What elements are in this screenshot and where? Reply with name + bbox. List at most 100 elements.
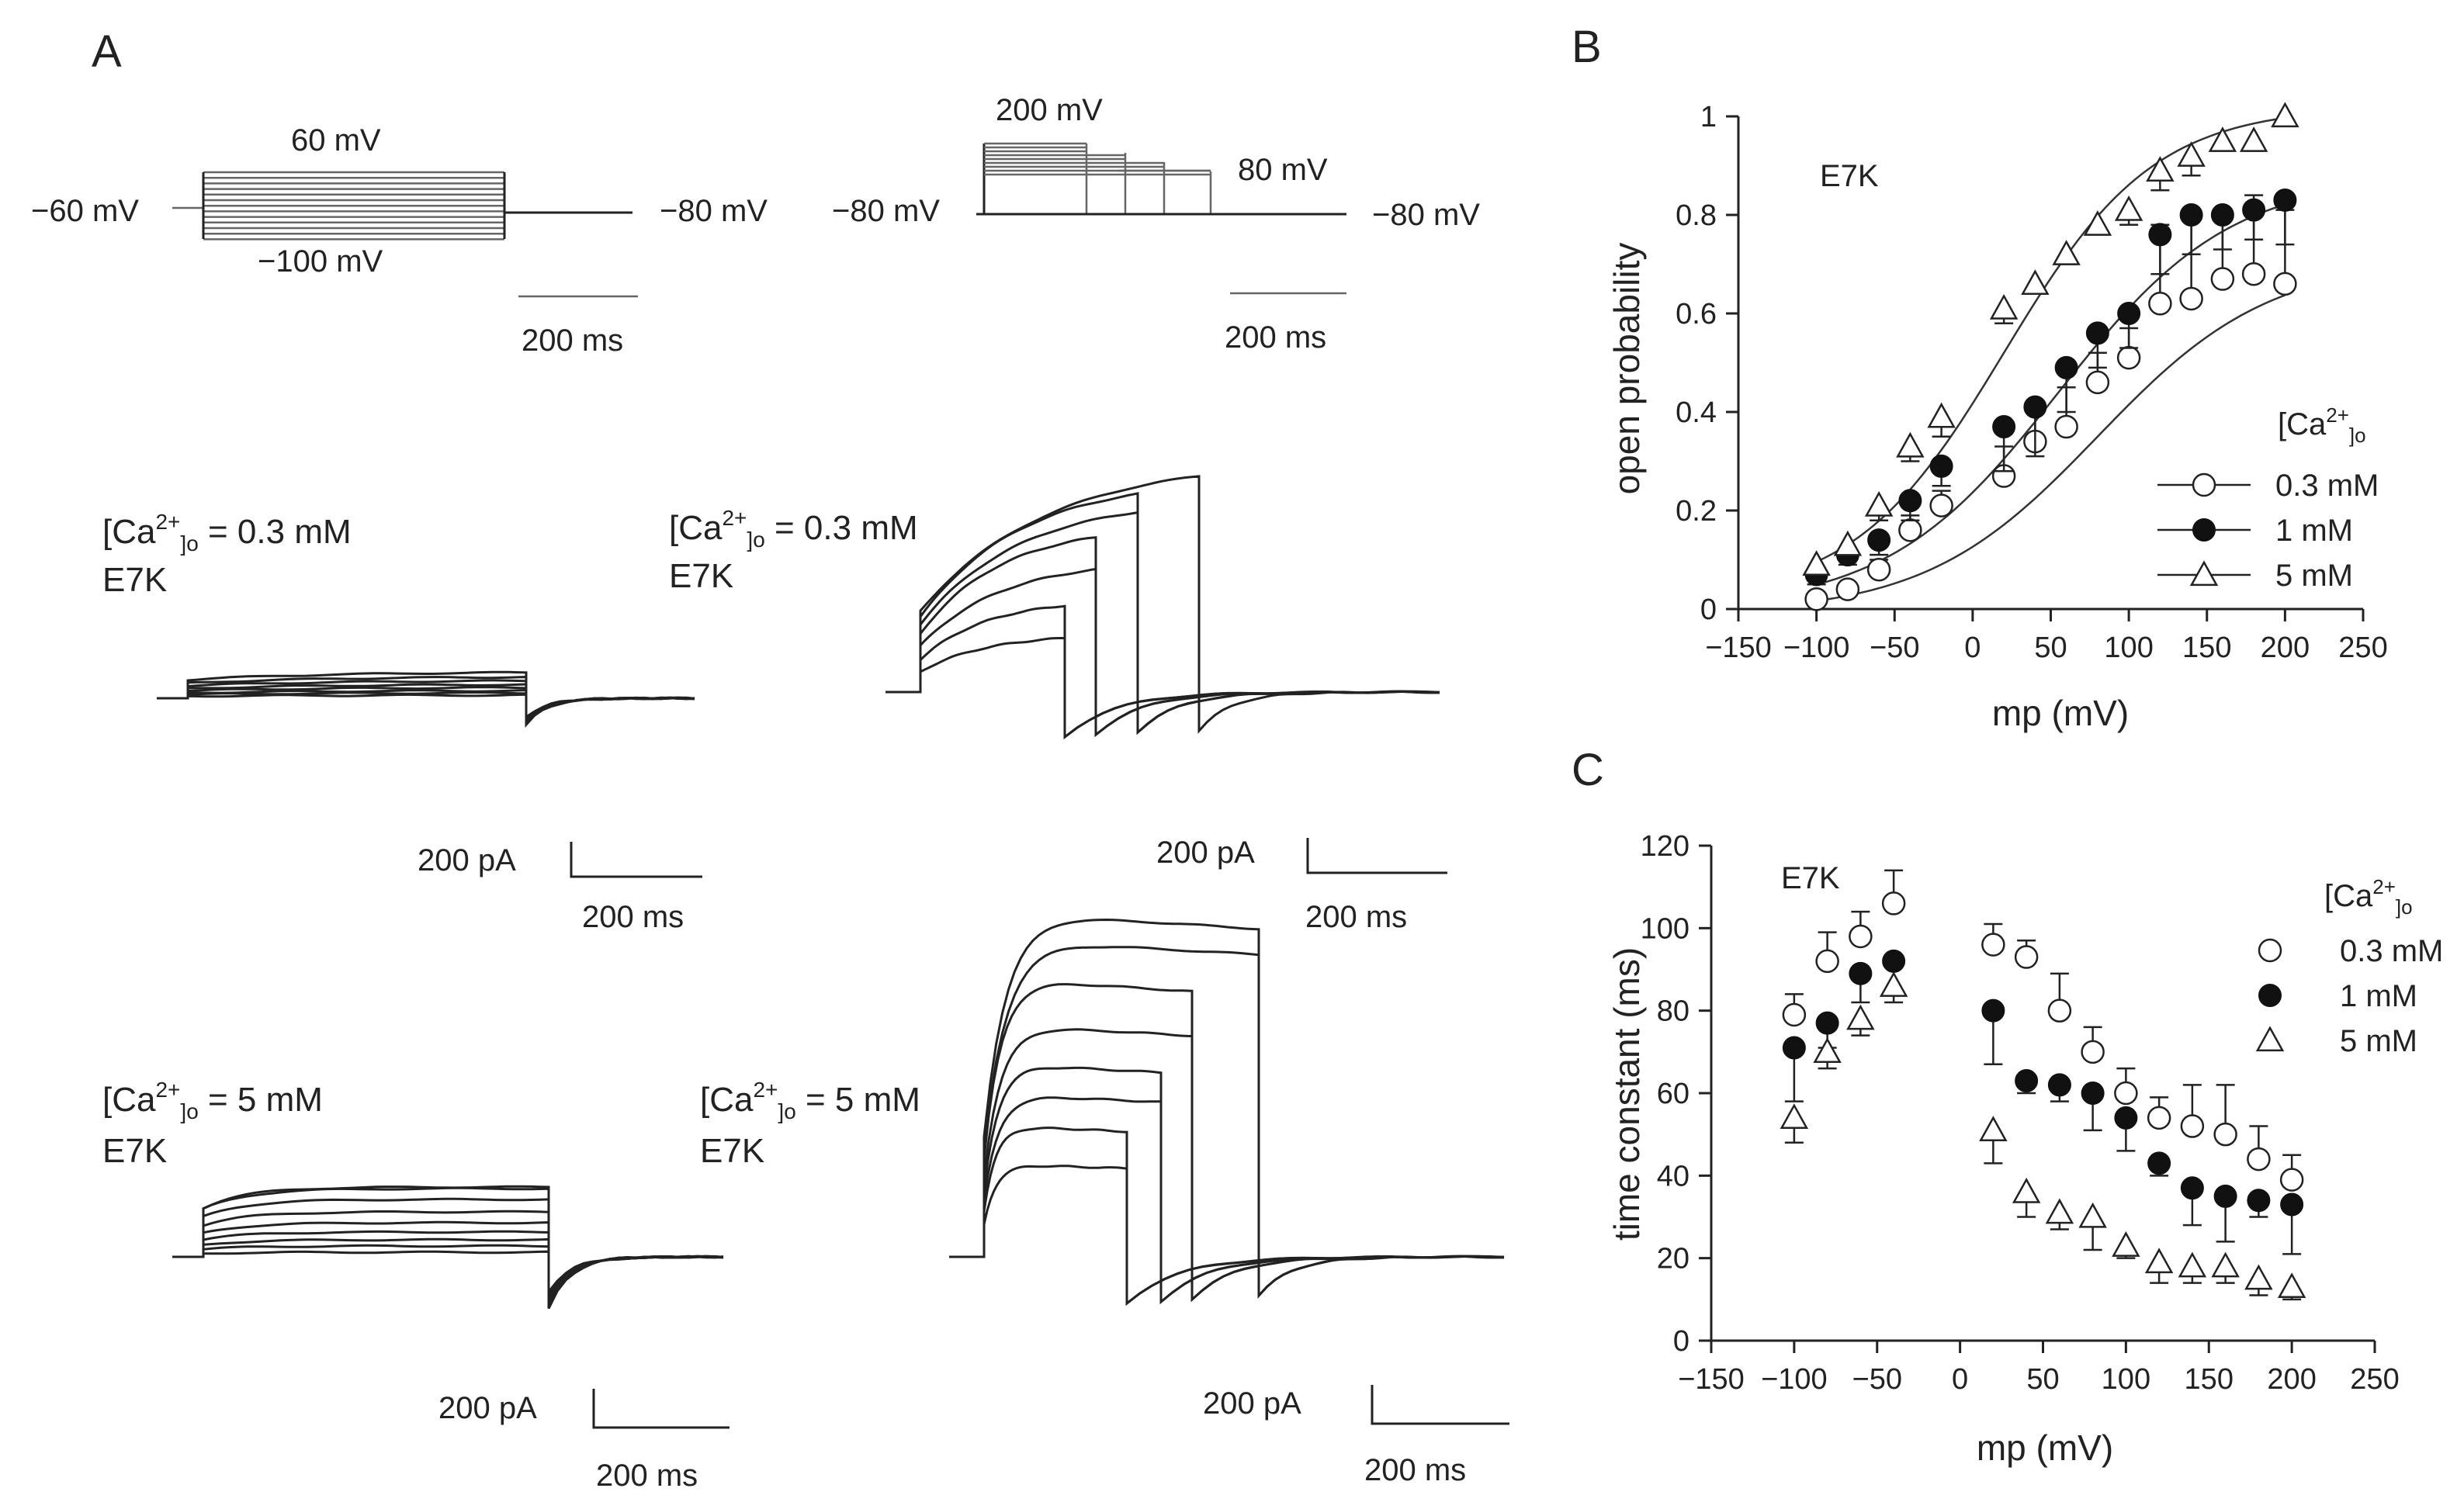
- data-point-open-triangle: [2208, 126, 2237, 152]
- data-point-filled-circle: [1849, 961, 1873, 985]
- y-tick-label: 0.8: [1676, 199, 1717, 232]
- panel-b-label: B: [1572, 22, 1602, 72]
- legend-marker-filled-circle: [2192, 518, 2216, 542]
- data-point-filled-circle: [2114, 1106, 2138, 1130]
- current-sweep: [885, 492, 1440, 735]
- data-point-filled-circle: [1782, 1036, 1806, 1060]
- current-sweep: [949, 1066, 1505, 1305]
- trace-1-scalebar: [570, 842, 702, 878]
- chart-c-time-constant: −150 −100 −50 0 50 100 150 200 250 0 20 40 60 80 100 12…: [1606, 830, 2443, 1468]
- data-point-filled-circle: [2247, 1189, 2271, 1213]
- data-point-open-triangle: [2277, 1272, 2306, 1299]
- data-point-open-circle: [2148, 292, 2172, 316]
- y-tick-label: 20: [1657, 1243, 1689, 1275]
- data-point-open-circle: [2241, 261, 2266, 286]
- protocol-right-steps: [984, 142, 1212, 214]
- trace-1-mutant: E7K: [102, 561, 167, 599]
- trace-2-scale-time: 200 ms: [1305, 900, 1407, 934]
- trace-4-scale-time: 200 ms: [1364, 1453, 1466, 1487]
- data-point-filled-circle: [2210, 203, 2234, 227]
- data-point-open-triangle: [2114, 195, 2143, 221]
- protocol-right-tail-label: −80 mV: [1372, 198, 1480, 232]
- data-point-filled-circle: [1867, 528, 1891, 552]
- voltage-protocol-right: −80 mV 200 mV 80 mV −80 mV 200 ms: [832, 93, 1480, 355]
- protocol-right-hold-label: −80 mV: [832, 194, 940, 228]
- data-point-open-triangle: [2239, 126, 2268, 152]
- chart-b-points: [1802, 102, 2299, 611]
- data-point-open-triangle: [2078, 1202, 2107, 1228]
- y-tick-label: 120: [1641, 830, 1689, 863]
- data-point-open-triangle: [1896, 431, 1925, 458]
- chart-b-title: E7K: [1820, 159, 1879, 193]
- data-point-open-circle: [1881, 891, 1906, 915]
- data-point-open-triangle: [2244, 1264, 2273, 1290]
- y-tick-label: 80: [1657, 995, 1689, 1028]
- data-point-open-triangle: [2271, 102, 2299, 128]
- chart-b-open-probability: −150 −100 −50 0 50 100 150 200 250 0 0.2 0.4 0.6 0.8 1…: [1606, 101, 2388, 733]
- data-point-open-triangle: [1879, 971, 1908, 997]
- data-point-open-triangle: [2112, 1231, 2140, 1257]
- data-point-open-circle: [1849, 924, 1873, 949]
- data-point-filled-circle: [2242, 198, 2266, 222]
- x-tick-label: −50: [1852, 1363, 1902, 1396]
- data-point-open-circle: [1866, 557, 1891, 582]
- x-tick-label: −100: [1783, 632, 1850, 664]
- current-trace-block-1: [Ca2+]o = 0.3 mM E7K 200 pA 200 ms: [102, 510, 702, 934]
- data-point-filled-circle: [2023, 395, 2047, 419]
- legend-marker-filled-circle: [2258, 984, 2282, 1007]
- legend-label: 5 mM: [2275, 559, 2353, 593]
- x-tick-label: 0: [1952, 1363, 1968, 1396]
- fit-curve: [1816, 203, 2286, 586]
- current-sweep: [172, 1186, 724, 1310]
- data-point-open-triangle: [1813, 1037, 1842, 1063]
- trace-4-scalebar: [1371, 1385, 1509, 1425]
- data-point-filled-circle: [2054, 355, 2078, 379]
- data-point-filled-circle: [1898, 489, 1922, 513]
- x-tick-label: −150: [1705, 632, 1772, 664]
- data-point-open-triangle: [2052, 240, 2081, 265]
- trace-3-title: [Ca2+]o = 5 mM: [102, 1078, 323, 1123]
- trace-2-sweeps: [885, 475, 1440, 740]
- trace-1-sweeps: [157, 670, 695, 728]
- y-tick-label: 60: [1657, 1078, 1689, 1110]
- current-sweep: [949, 1127, 1505, 1307]
- data-point-filled-circle: [1929, 454, 1953, 478]
- current-trace-block-4: [Ca2+]o = 5 mM E7K 200 pA 200 ms: [700, 918, 1509, 1487]
- protocol-left-tail-label: −80 mV: [660, 194, 768, 228]
- trace-3-scale-time: 200 ms: [596, 1459, 698, 1493]
- current-sweep: [949, 1165, 1505, 1307]
- data-point-open-triangle: [2012, 1177, 2041, 1203]
- trace-3-scalebar: [592, 1389, 729, 1429]
- axis-lines: [1710, 846, 2375, 1342]
- chart-c-title: E7K: [1781, 861, 1840, 895]
- data-point-filled-circle: [1882, 949, 1906, 973]
- data-point-open-triangle: [2178, 1251, 2207, 1278]
- data-point-filled-circle: [2180, 1176, 2204, 1200]
- data-point-open-triangle: [1846, 1004, 1875, 1030]
- data-point-open-circle: [2014, 945, 2039, 969]
- data-point-open-triangle: [2144, 1248, 2174, 1274]
- data-point-open-triangle: [2045, 1198, 2074, 1224]
- x-tick-label: −150: [1678, 1363, 1745, 1396]
- trace-3-mutant: E7K: [102, 1132, 167, 1170]
- data-point-open-circle: [2279, 1168, 2304, 1192]
- trace-2-scalebar: [1306, 838, 1447, 874]
- panel-a-label: A: [92, 26, 122, 77]
- x-tick-label: 150: [2185, 1363, 2234, 1396]
- chart-b-legend: 0.3 mM 1 mM 5 mM: [2157, 469, 2379, 593]
- fit-curve: [1816, 116, 2286, 563]
- current-sweep: [885, 475, 1440, 734]
- data-point-open-circle: [1981, 933, 2005, 957]
- protocol-left-scale-label: 200 ms: [522, 324, 623, 358]
- chart-c-ylabel: time constant (ms): [1606, 947, 1647, 1241]
- x-tick-label: 0: [1964, 632, 1981, 664]
- data-point-open-circle: [2180, 1114, 2205, 1138]
- panel-c-label: C: [1572, 745, 1604, 795]
- x-tick-label: 50: [2034, 632, 2067, 664]
- data-point-open-circle: [2081, 1040, 2105, 1064]
- current-sweep: [949, 918, 1505, 1299]
- protocol-right-scale-label: 200 ms: [1225, 320, 1326, 355]
- chart-b-axes: −150 −100 −50 0 50 100 150 200 250 0 0.2 0.4 0.6 0.8 1: [1676, 101, 2388, 664]
- protocol-left-hold-label: −60 mV: [31, 194, 139, 228]
- current-trace-block-3: [Ca2+]o = 5 mM E7K 200 pA 200 ms: [102, 1078, 729, 1493]
